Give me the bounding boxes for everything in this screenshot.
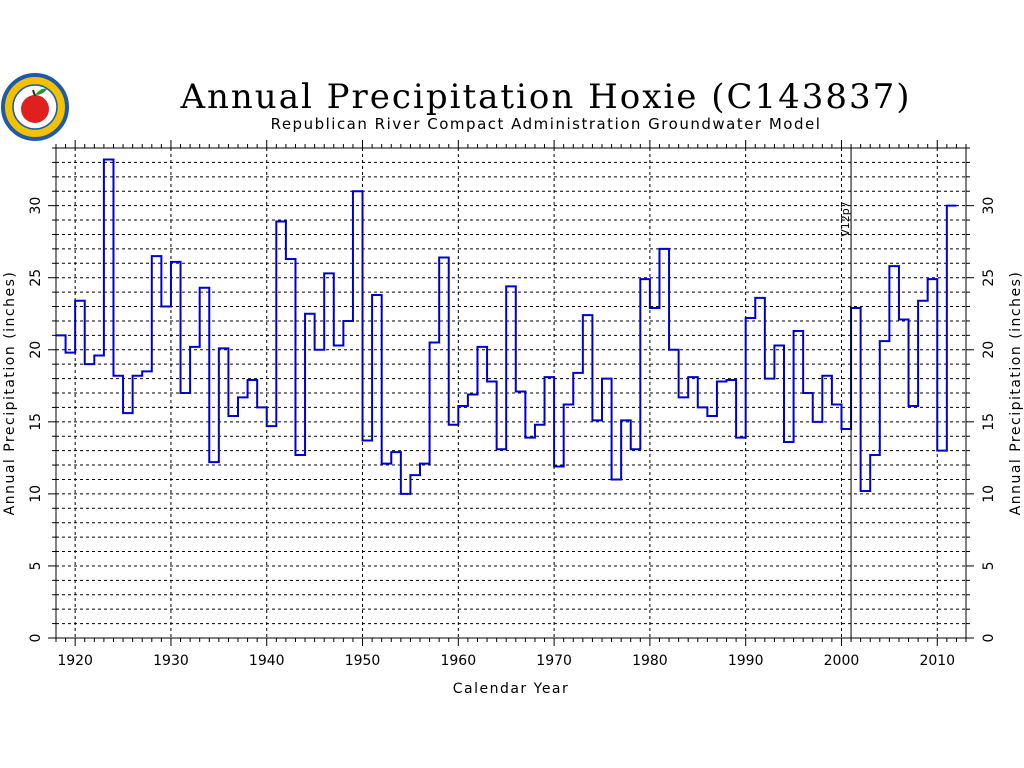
x-tick-label: 1950 bbox=[345, 653, 381, 669]
chart-title: Annual Precipitation Hoxie (C143837) bbox=[179, 77, 911, 117]
y-tick-label-left: 5 bbox=[28, 561, 44, 570]
chart-subtitle: Republican River Compact Administration … bbox=[271, 115, 822, 133]
y-tick-label-right: 5 bbox=[981, 561, 997, 570]
y-tick-label-left: 0 bbox=[28, 634, 44, 643]
y-tick-label-right: 15 bbox=[981, 413, 997, 431]
y-tick-label-left: 20 bbox=[28, 341, 44, 359]
x-tick-label: 1980 bbox=[632, 653, 668, 669]
y-tick-label-left: 10 bbox=[28, 485, 44, 503]
x-tick-label: 1940 bbox=[249, 653, 285, 669]
version-marker-label: V12p7 bbox=[839, 201, 852, 237]
x-axis-ticks: 1920 1930 1940 1950 1960 1970 1980 1990 2000 2010 bbox=[55, 140, 967, 669]
y-axis-ticks: 0 0 5 5 10 10 15 15 20 20 25 25 30 30 bbox=[28, 147, 997, 643]
y-tick-label-left: 30 bbox=[28, 197, 44, 215]
apple-logo-icon bbox=[1, 73, 69, 141]
y-tick-label-right: 25 bbox=[981, 269, 997, 287]
precipitation-step-line bbox=[56, 158, 957, 495]
y-tick-label-right: 30 bbox=[981, 197, 997, 215]
grid-lines bbox=[56, 148, 966, 638]
y-tick-label-right: 10 bbox=[981, 485, 997, 503]
y-axis-label-left: Annual Precipitation (inches) bbox=[2, 271, 18, 516]
x-tick-label: 2010 bbox=[919, 653, 955, 669]
x-tick-label: 2000 bbox=[824, 653, 860, 669]
y-axis-label-right: Annual Precipitation (inches) bbox=[1008, 271, 1024, 516]
x-tick-label: 1970 bbox=[536, 653, 572, 669]
y-tick-label-left: 15 bbox=[28, 413, 44, 431]
x-tick-label: 1990 bbox=[728, 653, 764, 669]
x-tick-label: 1960 bbox=[440, 653, 476, 669]
y-tick-label-right: 0 bbox=[981, 634, 997, 643]
y-tick-label-left: 25 bbox=[28, 269, 44, 287]
precipitation-series bbox=[56, 158, 957, 495]
plot-frame bbox=[55, 147, 967, 639]
x-tick-label: 1930 bbox=[153, 653, 189, 669]
x-axis-label: Calendar Year bbox=[453, 681, 570, 697]
x-tick-label: 1920 bbox=[57, 653, 93, 669]
y-tick-label-right: 20 bbox=[981, 341, 997, 359]
